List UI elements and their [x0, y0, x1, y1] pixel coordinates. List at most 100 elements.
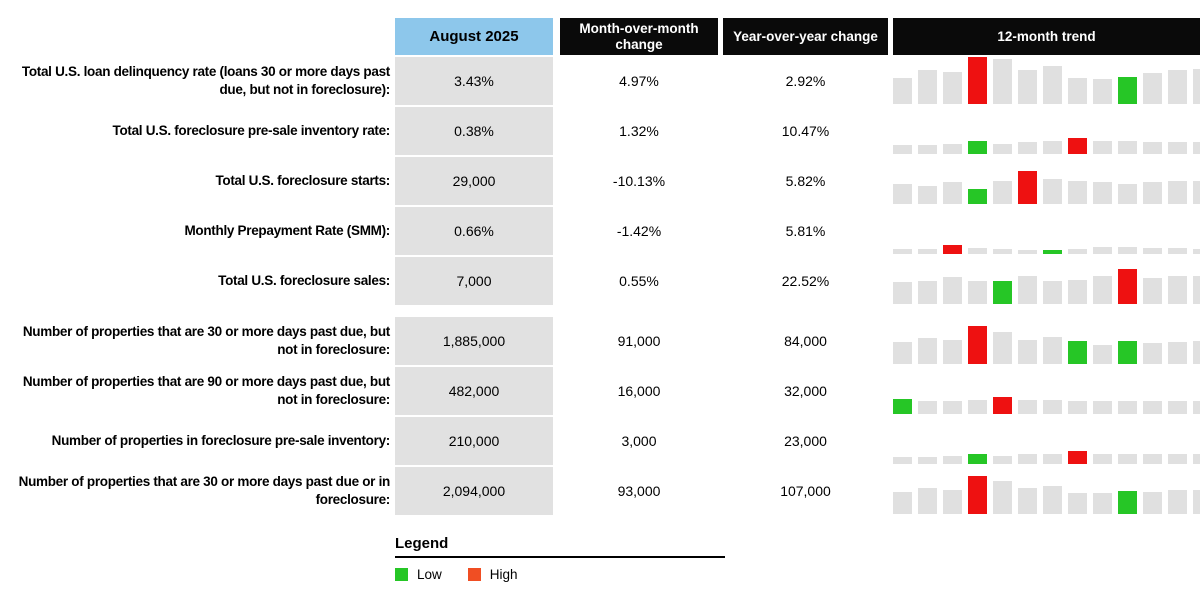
mom-change-value: 1.32%: [619, 123, 659, 139]
current-value-cell: 210,000: [395, 417, 553, 465]
trend-bar-gray: [1043, 400, 1062, 414]
yoy-change-cell: 5.81%: [723, 207, 888, 255]
trend-bar-gray: [1143, 278, 1162, 304]
trend-bar-gray: [918, 145, 937, 154]
trend-bar-gray: [1193, 69, 1200, 104]
trend-sparkline: [893, 207, 1200, 255]
trend-bar-gray: [993, 481, 1012, 514]
trend-bar-gray: [1093, 493, 1112, 514]
trend-bar-high: [968, 326, 987, 364]
trend-bar-gray: [1068, 280, 1087, 304]
yoy-change-value: 10.47%: [781, 123, 830, 139]
trend-sparkline: [893, 157, 1200, 205]
mom-change-cell: 16,000: [560, 367, 718, 415]
trend-bar-high: [993, 397, 1012, 414]
mom-change-value: 93,000: [617, 483, 661, 499]
trend-bar-gray: [1068, 401, 1087, 414]
current-value-cell: 7,000: [395, 257, 553, 305]
trend-bar-gray: [968, 281, 987, 304]
trend-bar-gray: [968, 248, 987, 254]
trend-bar-gray: [1018, 250, 1037, 254]
yoy-change-cell: 2.92%: [723, 57, 888, 105]
table-header-row: August 2025 Month-over-month change Year…: [0, 18, 1200, 55]
legend-high-swatch: [467, 568, 481, 581]
trend-bar-gray: [1193, 490, 1200, 514]
trend-bar-gray: [1068, 181, 1087, 204]
row-label: Total U.S. foreclosure sales:: [218, 272, 390, 288]
trend-bar-gray: [1168, 401, 1187, 414]
current-value-cell: 29,000: [395, 157, 553, 205]
trend-bar-gray: [943, 456, 962, 464]
table-row-foreclosure-starts: Total U.S. foreclosure starts: 29,000 -1…: [0, 157, 1200, 205]
mom-change-value: -10.13%: [612, 173, 666, 189]
trend-bar-gray: [893, 282, 912, 304]
trend-bar-gray: [893, 492, 912, 514]
mom-change-cell: 4.97%: [560, 57, 718, 105]
trend-bar-gray: [943, 401, 962, 414]
up-arrow-icon: [728, 123, 743, 140]
trend-bar-gray: [918, 70, 937, 104]
current-value-cell: 1,885,000: [395, 317, 553, 365]
mom-change-value: 3,000: [621, 433, 657, 449]
current-value-cell: 482,000: [395, 367, 553, 415]
trend-bar-low: [968, 141, 987, 154]
trend-bar-gray: [1193, 181, 1200, 204]
trend-bar-gray: [1193, 341, 1200, 364]
trend-sparkline: [893, 257, 1200, 305]
trend-bar-high: [943, 245, 962, 254]
trend-bar-low: [1118, 341, 1137, 364]
row-label: Total U.S. foreclosure starts:: [215, 172, 390, 188]
trend-bar-gray: [1018, 454, 1037, 464]
trend-bar-gray: [1143, 73, 1162, 104]
trend-bar-gray: [893, 249, 912, 254]
trend-bar-gray: [893, 78, 912, 104]
trend-bar-gray: [1068, 493, 1087, 514]
trend-bar-gray: [1043, 486, 1062, 514]
trend-sparkline: [893, 467, 1200, 515]
trend-bar-gray: [1018, 70, 1037, 104]
legend-high-label: High: [489, 567, 518, 582]
mom-change-cell: 1.32%: [560, 107, 718, 155]
current-value-cell: 0.38%: [395, 107, 553, 155]
legend-low-swatch: [395, 568, 408, 581]
trend-bar-gray: [1143, 248, 1162, 254]
trend-bar-gray: [1018, 276, 1037, 304]
column-header-mom-change: Month-over-month change: [560, 18, 718, 55]
trend-bar-gray: [1018, 340, 1037, 364]
current-value-cell: 3.43%: [395, 57, 553, 105]
trend-bar-gray: [1143, 182, 1162, 204]
trend-bar-gray: [943, 277, 962, 304]
table-row-properties-90plus: Number of properties that are 90 or more…: [0, 367, 1200, 415]
trend-bar-gray: [918, 338, 937, 364]
trend-bar-gray: [1043, 337, 1062, 364]
up-arrow-icon: [728, 223, 743, 240]
trend-bar-gray: [1093, 454, 1112, 464]
trend-bar-gray: [1168, 70, 1187, 104]
trend-bar-gray: [993, 456, 1012, 464]
up-arrow-icon: [565, 433, 580, 450]
trend-bar-gray: [1093, 247, 1112, 254]
yoy-change-value: 23,000: [784, 433, 827, 449]
trend-bar-gray: [1118, 454, 1137, 464]
yoy-change-value: 32,000: [784, 383, 827, 399]
table-row-properties-30plus-or-foreclosure: Number of properties that are 30 or more…: [0, 467, 1200, 515]
trend-bar-low: [968, 189, 987, 204]
mom-change-cell: 3,000: [560, 417, 718, 465]
trend-sparkline: [893, 107, 1200, 155]
mom-change-cell: -1.42%: [560, 207, 718, 255]
trend-bar-gray: [1118, 401, 1137, 414]
mom-change-value: 16,000: [617, 383, 661, 399]
trend-bar-gray: [993, 181, 1012, 204]
trend-bar-gray: [893, 145, 912, 154]
yoy-change-cell: 84,000: [723, 317, 888, 365]
trend-bar-gray: [1193, 142, 1200, 154]
trend-bar-gray: [1093, 182, 1112, 204]
mom-change-cell: 93,000: [560, 467, 718, 515]
current-value-cell: 2,094,000: [395, 467, 553, 515]
trend-bar-gray: [1168, 342, 1187, 364]
trend-bar-gray: [893, 342, 912, 364]
current-value-cell: 0.66%: [395, 207, 553, 255]
trend-bar-gray: [893, 184, 912, 204]
trend-bar-gray: [918, 457, 937, 464]
up-arrow-icon: [565, 483, 580, 500]
